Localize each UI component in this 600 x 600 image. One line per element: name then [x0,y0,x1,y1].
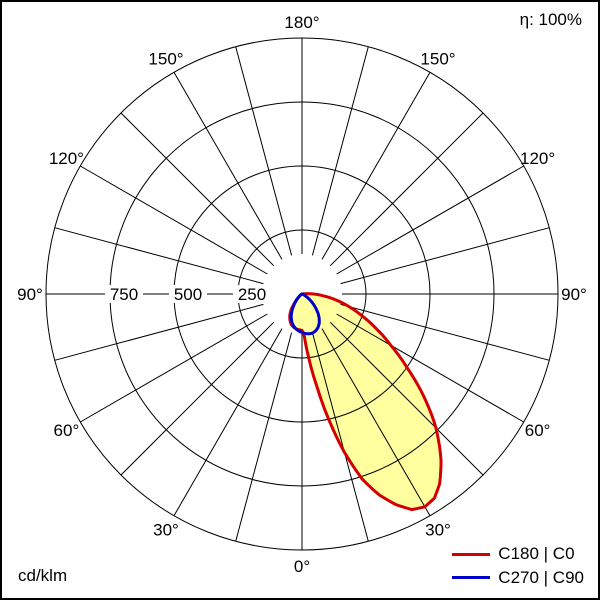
angle-label: 180° [284,13,319,32]
grid-line [173,72,283,260]
grid-line [120,112,275,267]
radial-tick-label: 500 [174,285,202,304]
angle-label: 0° [294,557,310,576]
grid-line [321,72,431,260]
legend-label-c90: C270 | C90 [498,567,584,587]
angle-label: 60° [525,421,551,440]
tick-label-bg [233,285,271,303]
legend-line-c0-icon [452,552,491,556]
angle-label: 150° [148,49,183,68]
angle-label: 120° [49,149,84,168]
grid-line [336,165,524,275]
grid-line [340,303,550,361]
legend: C180 | C0 C270 | C90 [452,544,584,588]
units-label: cd/klm [18,565,68,585]
angle-label: 60° [54,421,80,440]
grid-line [120,321,275,476]
grid-line [80,165,268,275]
angle-label: 30° [425,521,451,540]
grid-line [321,328,431,516]
grid-line [80,313,268,423]
grid-line [54,303,264,361]
grid-line [329,321,484,476]
angle-label: 150° [420,49,455,68]
grid-line [336,313,524,423]
grid-line [235,332,293,542]
curve-c270-c90 [289,292,321,336]
grid-line [340,227,550,285]
angle-label: 30° [153,521,179,540]
angle-label: 90° [561,285,587,304]
radial-tick-label: 750 [110,285,138,304]
tick-label-bg [105,285,143,303]
grid-line [311,46,369,256]
grid-line [54,227,264,285]
grid-line [235,46,293,256]
radial-tick-label: 250 [238,285,266,304]
legend-item-c270-c90: C270 | C90 [452,568,584,588]
angle-label: 90° [17,285,43,304]
efficiency-label: η: 100% [519,10,582,29]
legend-label-c0: C180 | C0 [498,544,575,564]
legend-item-c180-c0: C180 | C0 [452,544,584,564]
angle-label: 120° [520,149,555,168]
tick-label-bg [169,285,207,303]
grid-line [329,112,484,267]
legend-line-c90-icon [452,576,491,580]
beam-fill-c0 [289,293,441,510]
grid-line [173,328,283,516]
grid-line [311,332,369,542]
